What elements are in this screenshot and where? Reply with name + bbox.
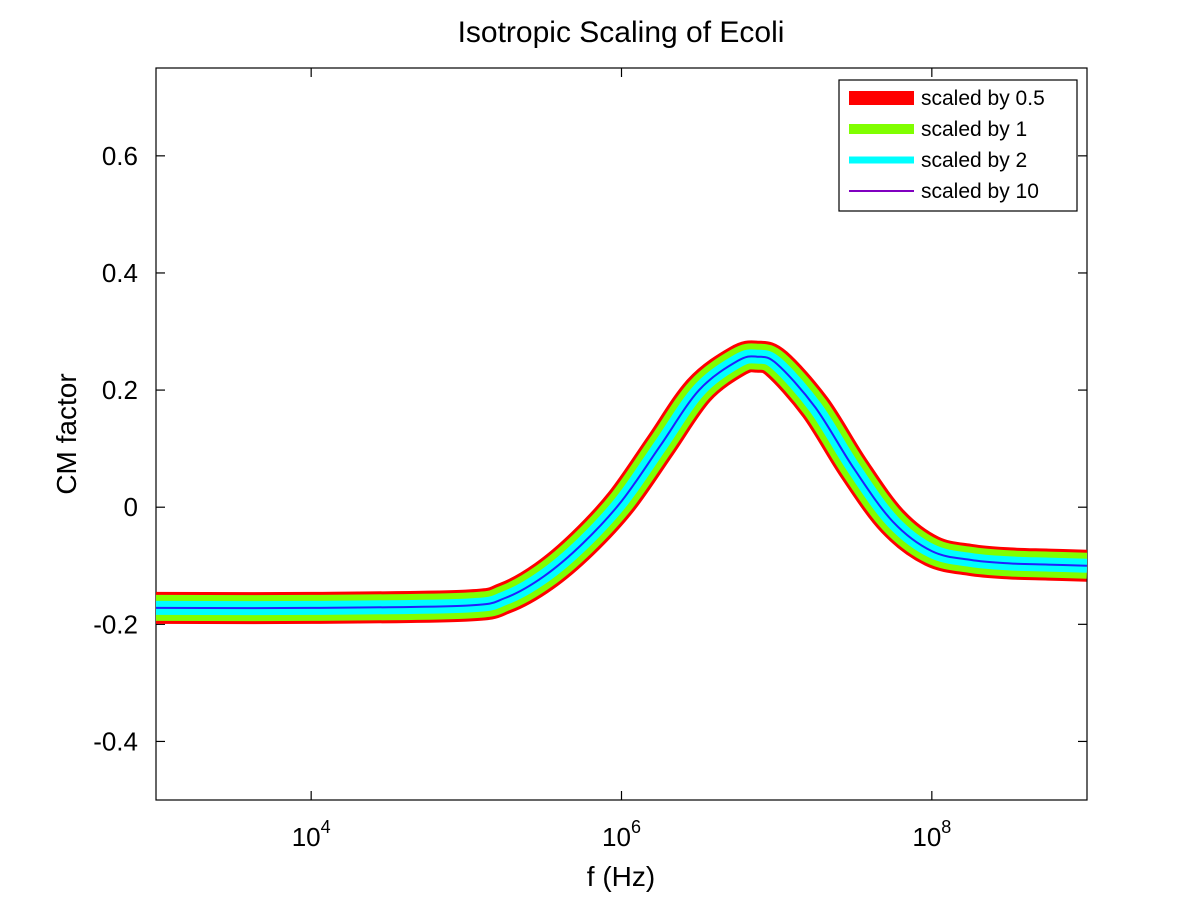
x-axis-label: f (Hz): [587, 861, 655, 892]
x-tick-base: 10: [912, 822, 941, 852]
series-line-scaled-by-10: [156, 355, 1087, 610]
legend-label: scaled by 1: [921, 118, 1027, 141]
x-tick-base: 10: [292, 822, 321, 852]
legend: scaled by 0.5 scaled by 1 scaled by 2 scale…: [838, 79, 1078, 212]
x-tick-label: 106: [602, 817, 641, 852]
series-layer: [156, 340, 1087, 625]
x-tick-base: 10: [602, 822, 631, 852]
y-tick-label: 0.4: [102, 258, 138, 288]
x-tick-exponent: 6: [631, 817, 641, 837]
x-tick-label: 104: [292, 817, 331, 852]
y-tick-label: -0.2: [93, 609, 138, 639]
y-axis-label: CM factor: [51, 373, 82, 494]
y-tick-label: -0.4: [93, 726, 138, 756]
legend-label: scaled by 10: [921, 180, 1039, 203]
y-tick-label: 0.2: [102, 375, 138, 405]
legend-label: scaled by 2: [921, 149, 1027, 172]
x-tick-exponent: 4: [321, 817, 331, 837]
y-tick-label: 0.6: [102, 141, 138, 171]
x-tick-label: 108: [912, 817, 951, 852]
legend-label: scaled by 0.5: [921, 87, 1045, 110]
series-group: [156, 340, 1087, 625]
y-tick-label: 0: [124, 492, 138, 522]
chart-title: Isotropic Scaling of Ecoli: [458, 16, 785, 49]
x-tick-exponent: 8: [941, 817, 951, 837]
